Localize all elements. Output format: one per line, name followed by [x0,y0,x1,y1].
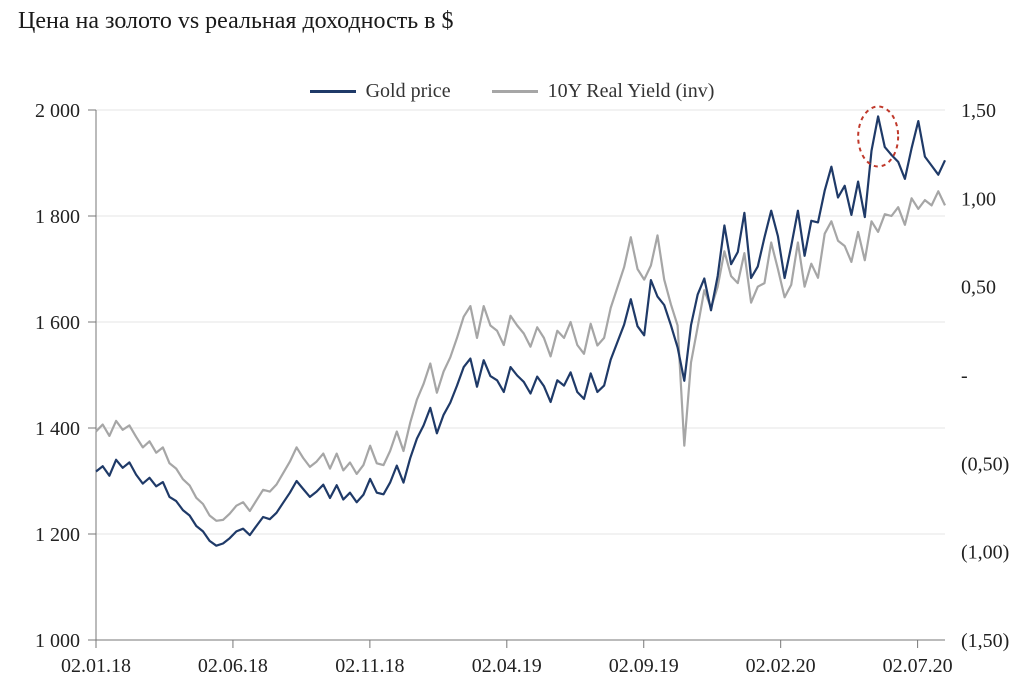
chart-container: Цена на золото vs реальная доходность в … [0,0,1024,696]
chart-title: Цена на золото vs реальная доходность в … [18,8,454,35]
legend-item-gold: Gold price [310,80,451,103]
svg-text:02.07.20: 02.07.20 [883,655,953,677]
svg-text:02.04.19: 02.04.19 [472,655,542,677]
svg-text:0,50: 0,50 [961,277,996,299]
legend-swatch-gold [310,90,356,93]
svg-text:(0,50): (0,50) [961,453,1009,475]
svg-text:(1,50): (1,50) [961,630,1009,652]
svg-text:2 000: 2 000 [35,100,80,122]
svg-text:1 000: 1 000 [35,630,80,652]
svg-text:1 800: 1 800 [35,206,80,228]
svg-text:1 400: 1 400 [35,418,80,440]
svg-text:1,00: 1,00 [961,188,996,210]
svg-text:1,50: 1,50 [961,100,996,122]
legend-label-gold: Gold price [366,80,451,103]
svg-text:02.01.18: 02.01.18 [61,655,131,677]
svg-text:1 200: 1 200 [35,524,80,546]
legend-item-yield: 10Y Real Yield (inv) [492,80,715,103]
svg-text:02.02.20: 02.02.20 [746,655,816,677]
svg-text:02.11.18: 02.11.18 [335,655,404,677]
svg-text:02.06.18: 02.06.18 [198,655,268,677]
svg-text:1 600: 1 600 [35,312,80,334]
legend-label-yield: 10Y Real Yield (inv) [548,80,715,103]
legend-swatch-yield [492,90,538,93]
series-yield-line [96,191,945,521]
svg-text:-: - [961,365,968,387]
svg-text:(1,00): (1,00) [961,542,1009,564]
legend: Gold price 10Y Real Yield (inv) [0,76,1024,103]
chart-svg: 02.01.18 02.06.18 02.11.18 02.04.19 02.09.19… [0,0,1024,696]
svg-text:02.09.19: 02.09.19 [609,655,679,677]
